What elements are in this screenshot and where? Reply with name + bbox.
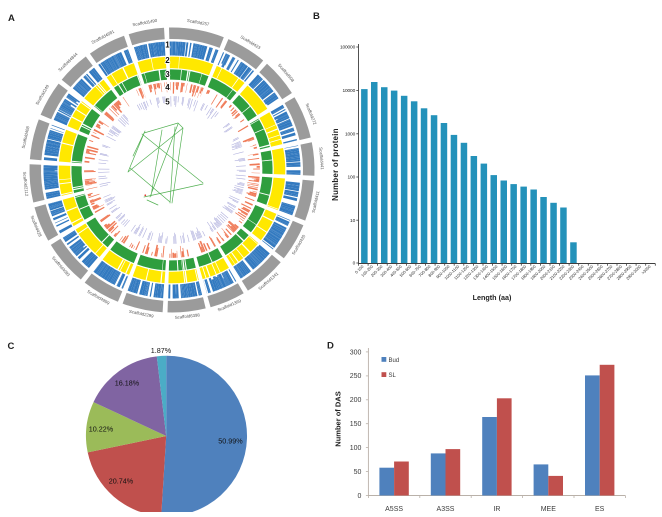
svg-text:ES: ES: [595, 506, 605, 512]
svg-text:A3SS: A3SS: [437, 506, 455, 512]
svg-text:D: D: [327, 341, 334, 352]
svg-text:Scaffold441: Scaffold441: [318, 147, 325, 171]
svg-text:Length (aa): Length (aa): [473, 293, 512, 302]
svg-text:10.22%: 10.22%: [89, 425, 114, 434]
svg-text:10000: 10000: [343, 88, 356, 94]
svg-text:2: 2: [165, 56, 170, 65]
svg-text:100: 100: [350, 445, 362, 452]
svg-text:Number of DAS: Number of DAS: [334, 391, 343, 446]
svg-text:200: 200: [350, 397, 362, 404]
svg-text:A: A: [8, 13, 15, 24]
svg-text:MEE: MEE: [541, 506, 557, 512]
svg-text:100000: 100000: [340, 45, 356, 51]
svg-text:0: 0: [353, 261, 356, 267]
svg-text:Bud: Bud: [389, 358, 400, 364]
svg-text:B: B: [313, 11, 320, 22]
svg-text:Scaffold257: Scaffold257: [187, 18, 211, 27]
svg-text:Scaffold6398: Scaffold6398: [175, 312, 201, 320]
svg-text:4: 4: [165, 83, 170, 92]
svg-text:1000: 1000: [345, 132, 356, 138]
svg-text:A5SS: A5SS: [385, 506, 403, 512]
svg-text:Scaffold408: Scaffold408: [21, 125, 31, 149]
svg-text:Scaffold2299: Scaffold2299: [129, 309, 155, 319]
svg-text:16.18%: 16.18%: [115, 379, 140, 388]
svg-text:SL: SL: [389, 373, 397, 379]
svg-text:50: 50: [354, 469, 362, 476]
svg-text:3: 3: [165, 70, 170, 79]
svg-text:C: C: [8, 341, 15, 352]
svg-text:Number of protein: Number of protein: [331, 128, 340, 201]
svg-text:Scaffold2112: Scaffold2112: [22, 171, 29, 197]
svg-text:300: 300: [350, 349, 362, 356]
svg-text:20.74%: 20.74%: [109, 477, 134, 486]
svg-text:0-100: 0-100: [354, 263, 365, 274]
svg-text:1: 1: [165, 41, 170, 50]
svg-text:0: 0: [357, 493, 361, 500]
svg-text:10: 10: [350, 218, 356, 224]
svg-text:Scaffold1490: Scaffold1490: [132, 18, 158, 28]
svg-text:50.99%: 50.99%: [218, 437, 243, 446]
svg-text:Scaffold411: Scaffold411: [311, 190, 321, 213]
svg-text:IR: IR: [493, 506, 500, 512]
svg-text:5: 5: [165, 97, 170, 106]
svg-text:150: 150: [350, 421, 362, 428]
svg-text:250: 250: [350, 373, 362, 380]
svg-text:100: 100: [348, 175, 356, 181]
svg-text:1.87%: 1.87%: [151, 346, 172, 355]
